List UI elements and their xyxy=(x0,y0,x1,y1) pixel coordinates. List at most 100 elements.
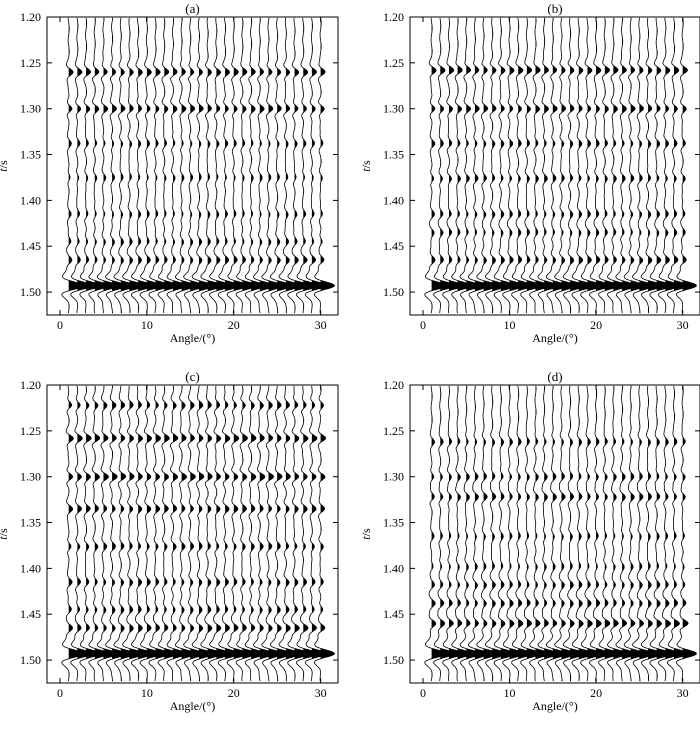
y-tick-label: 1.50 xyxy=(383,285,404,299)
seismic-trace xyxy=(667,385,689,682)
seismic-trace xyxy=(166,17,188,314)
trace-fill xyxy=(233,17,248,314)
trace-fill xyxy=(648,385,663,682)
seismic-trace xyxy=(451,385,472,682)
seismic-trace xyxy=(667,17,689,314)
y-tick-label: 1.40 xyxy=(20,193,41,207)
seismic-trace xyxy=(520,385,542,682)
trace-fill xyxy=(207,385,223,682)
trace-fill xyxy=(500,385,516,682)
y-tick-label: 1.45 xyxy=(20,607,41,621)
seismic-trace xyxy=(615,17,637,314)
trace-fill xyxy=(604,385,619,682)
trace-fill xyxy=(474,17,490,314)
axes-frame xyxy=(409,384,700,684)
seismic-trace xyxy=(562,385,586,682)
x-tick-label: 10 xyxy=(504,686,516,700)
trace-fill xyxy=(294,385,310,682)
y-tick-label: 1.50 xyxy=(20,653,41,667)
y-tick-label: 1.40 xyxy=(383,561,404,575)
y-tick-label: 1.35 xyxy=(383,516,404,530)
trace-fill xyxy=(466,17,481,314)
trace-fill xyxy=(311,17,327,314)
seismic-trace xyxy=(658,385,681,682)
trace-fill xyxy=(285,385,301,682)
trace-fill xyxy=(492,385,507,682)
trace-fill xyxy=(320,17,335,314)
trace-fill xyxy=(190,385,205,682)
trace-fill xyxy=(656,385,672,682)
seismic-trace xyxy=(598,385,620,682)
trace-fill xyxy=(259,17,274,314)
trace-fill xyxy=(103,17,118,314)
seismic-trace xyxy=(467,385,490,682)
trace-fill xyxy=(552,17,567,314)
seismic-trace xyxy=(649,17,673,314)
trace-fill xyxy=(500,17,516,314)
seismic-trace xyxy=(502,17,525,314)
seismic-trace xyxy=(235,385,257,682)
x-tick-label: 20 xyxy=(228,318,240,332)
trace-fill xyxy=(120,385,136,682)
axes-frame xyxy=(409,16,700,316)
x-tick-label: 20 xyxy=(590,686,602,700)
y-tick-label: 1.30 xyxy=(20,470,41,484)
seismic-trace xyxy=(287,17,310,314)
trace-fill xyxy=(613,385,628,682)
seismic-trace xyxy=(623,385,646,682)
trace-fill xyxy=(277,385,292,682)
seismic-trace xyxy=(139,385,163,682)
seismic-trace xyxy=(183,17,206,314)
seismic-trace xyxy=(529,385,550,682)
trace-fill xyxy=(155,17,170,314)
trace-fill xyxy=(630,385,645,682)
trace-fill xyxy=(112,17,127,314)
seismic-trace xyxy=(253,385,275,682)
seismic-trace xyxy=(295,385,319,682)
trace-fill xyxy=(138,17,153,314)
seismic-trace xyxy=(304,17,327,314)
y-tick-label: 1.35 xyxy=(383,148,404,162)
trace-fill xyxy=(120,17,136,314)
seismic-trace xyxy=(433,385,455,682)
trace-fill xyxy=(77,385,92,682)
seismic-trace xyxy=(61,385,84,682)
seismic-trace xyxy=(174,17,197,314)
y-tick-label: 1.50 xyxy=(20,285,41,299)
y-tick-label: 1.20 xyxy=(20,378,41,392)
trace-fill xyxy=(622,17,636,314)
y-tick-label: 1.20 xyxy=(383,378,404,392)
seismic-trace xyxy=(607,385,628,682)
seismic-trace xyxy=(314,385,336,682)
seismic-trace xyxy=(88,385,110,682)
trace-fill xyxy=(449,17,463,314)
trace-fill xyxy=(216,385,232,682)
seismic-trace xyxy=(61,17,84,314)
trace-fill xyxy=(440,385,455,682)
trace-fill xyxy=(544,17,558,314)
seismic-trace xyxy=(562,17,586,314)
trace-fill xyxy=(483,17,499,314)
trace-fill xyxy=(303,17,318,314)
trace-fill xyxy=(449,385,463,682)
trace-fill xyxy=(622,385,636,682)
seismic-trace xyxy=(157,17,179,314)
trace-fill xyxy=(207,17,223,314)
seismic-trace xyxy=(113,17,136,314)
x-tick-label: 30 xyxy=(677,318,689,332)
trace-fill xyxy=(639,385,654,682)
trace-fill xyxy=(259,385,274,682)
seismic-trace xyxy=(235,17,257,314)
trace-fill xyxy=(225,385,240,682)
seismic-trace xyxy=(484,385,508,682)
seismic-trace xyxy=(424,17,447,314)
trace-fill xyxy=(587,385,602,682)
trace-fill xyxy=(146,385,162,682)
seismic-trace xyxy=(632,17,655,314)
trace-fill xyxy=(242,385,257,682)
seismic-trace xyxy=(226,17,249,314)
chart-panel: (c) 1.20 1.25 1.30 1.35 1.40 1.45 1.50 0 10 20 30 An… xyxy=(0,369,339,713)
trace-fill xyxy=(112,385,127,682)
trace-fill xyxy=(570,17,585,314)
y-tick-label: 1.30 xyxy=(20,102,41,116)
